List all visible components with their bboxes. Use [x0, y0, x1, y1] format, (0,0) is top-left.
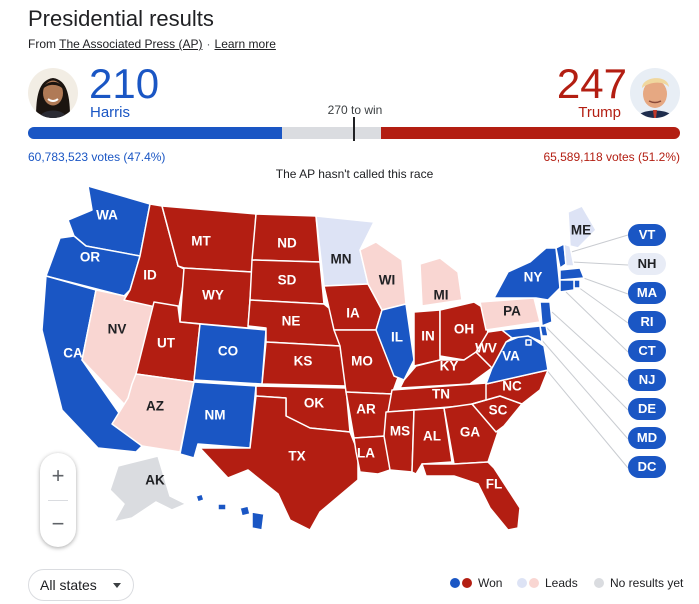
small-state-dc[interactable]: DC	[628, 456, 666, 478]
small-state-ma[interactable]: MA	[628, 282, 666, 304]
harris-electoral-votes: 210	[89, 60, 160, 107]
legend-no-results-label: No results yet	[610, 576, 684, 590]
small-state-vt[interactable]: VT	[628, 224, 666, 246]
state-nh[interactable]	[563, 243, 575, 267]
state-ri[interactable]	[573, 279, 581, 289]
rep-won-swatch	[462, 578, 472, 588]
state-label-hi: HI	[223, 512, 237, 527]
callout-lines	[529, 234, 629, 469]
state-sd[interactable]	[249, 259, 325, 305]
trump-name: Trump	[578, 104, 621, 121]
zoom-out-button[interactable]: −	[51, 511, 65, 536]
dem-lead-swatch	[517, 578, 527, 588]
state-hi[interactable]	[195, 493, 265, 531]
trump-popular-votes: 65,589,118 votes (51.2%)	[543, 150, 680, 164]
small-state-nh[interactable]: NH	[628, 253, 666, 275]
state-me[interactable]	[567, 205, 597, 249]
harris-bar-segment	[28, 127, 283, 139]
state-in[interactable]	[413, 309, 441, 367]
state-ms[interactable]	[383, 409, 415, 473]
state-co[interactable]	[193, 323, 267, 385]
harris-name: Harris	[90, 104, 130, 121]
trump-electoral-votes: 247	[556, 60, 627, 107]
legend-won-label: Won	[478, 576, 503, 590]
state-ma[interactable]	[559, 267, 585, 281]
state-wy[interactable]	[179, 267, 253, 329]
source-line: From The Associated Press (AP) · Learn mor…	[28, 37, 276, 51]
state-fl[interactable]	[421, 461, 521, 531]
small-state-de[interactable]: DE	[628, 398, 666, 420]
state-nd[interactable]	[251, 213, 321, 263]
harris-avatar	[28, 68, 78, 118]
state-filter-dropdown[interactable]: All states	[28, 569, 134, 601]
state-ct[interactable]	[559, 279, 575, 293]
state-ks[interactable]	[261, 341, 347, 387]
small-state-ri[interactable]: RI	[628, 311, 666, 333]
state-nm[interactable]	[179, 381, 257, 459]
source-link[interactable]: The Associated Press (AP)	[59, 37, 203, 51]
rep-lead-swatch	[529, 578, 539, 588]
legend-leads: Leads	[517, 576, 578, 590]
legend-leads-label: Leads	[545, 576, 578, 590]
state-pa[interactable]	[479, 297, 541, 331]
small-state-nj[interactable]: NJ	[628, 369, 666, 391]
state-tx[interactable]	[199, 395, 359, 531]
harris-popular-votes: 60,783,523 votes (47.4%)	[28, 150, 166, 164]
zoom-control: + −	[40, 453, 76, 547]
win-threshold-label: 270 to win	[327, 103, 383, 117]
trump-bar-segment	[380, 127, 680, 139]
state-ak[interactable]	[109, 455, 187, 523]
page-title: Presidential results	[28, 6, 214, 31]
dem-won-swatch	[450, 578, 460, 588]
small-state-ct[interactable]: CT	[628, 340, 666, 362]
state-ny[interactable]	[493, 247, 561, 301]
caret-down-icon	[113, 583, 121, 588]
source-separator: ·	[206, 37, 211, 51]
zoom-in-button[interactable]: +	[51, 463, 65, 488]
state-nj[interactable]	[539, 301, 553, 327]
small-state-md[interactable]: MD	[628, 427, 666, 449]
state-mi[interactable]	[419, 257, 463, 307]
no-results-swatch	[594, 578, 604, 588]
legend-won: Won	[450, 576, 502, 590]
win-threshold-marker	[353, 117, 355, 141]
learn-more-link[interactable]: Learn more	[214, 37, 276, 51]
state-nc[interactable]	[471, 369, 549, 405]
zoom-divider	[48, 500, 68, 501]
source-prefix: From	[28, 37, 56, 51]
legend-no-results: No results yet	[594, 576, 683, 590]
race-status: The AP hasn't called this race	[275, 167, 434, 181]
state-dc[interactable]	[525, 339, 532, 346]
state-filter-value: All states	[40, 577, 97, 593]
state-md[interactable]	[501, 325, 543, 343]
